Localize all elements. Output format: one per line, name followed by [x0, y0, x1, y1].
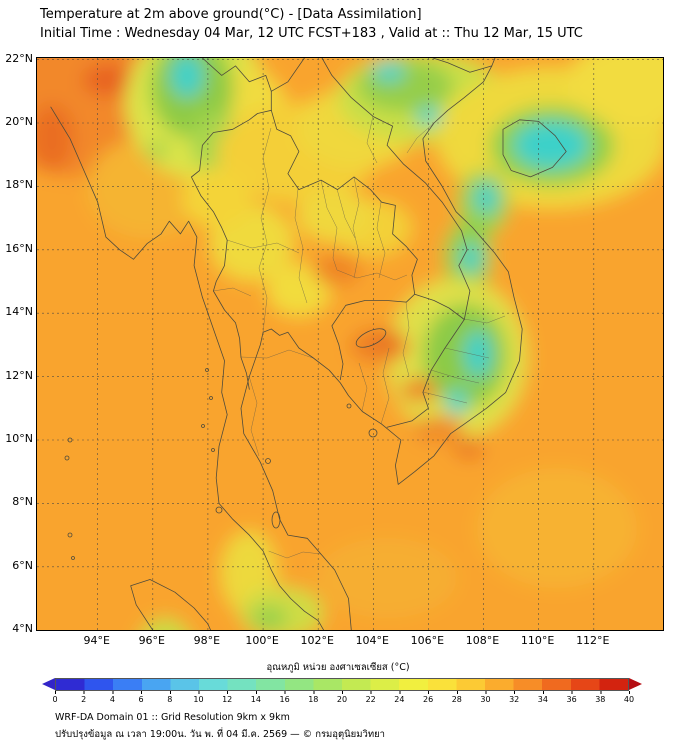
y-axis-tick-label: 20°N [5, 115, 33, 128]
island [215, 506, 223, 514]
colorbar-tick-label: 26 [423, 695, 434, 704]
colorbar-tick-label: 34 [537, 695, 548, 704]
border-thailand-laos-cambodia [270, 109, 418, 381]
x-axis-tick-label: 100°E [245, 634, 279, 647]
x-axis-tick-label: 112°E [576, 634, 610, 647]
island [201, 424, 205, 428]
border-china-vietnam [432, 58, 493, 73]
y-axis-tick-label: 8°N [12, 495, 33, 509]
y-axis-tick-label: 18°N [5, 178, 33, 192]
x-axis-tick-label: 108°E [465, 634, 500, 647]
x-axis-tick-label: 94°E [83, 634, 110, 647]
colorbar-tick-label: 4 [109, 695, 115, 704]
x-axis-tick-label: 104°E [355, 634, 390, 647]
island [346, 403, 352, 409]
border-north-2 [270, 58, 305, 92]
temperature-map [36, 57, 664, 631]
island [64, 455, 70, 461]
colorbar-tick-label: 8 [167, 695, 173, 704]
island [209, 396, 213, 400]
colorbar-tick-label: 6 [138, 695, 144, 704]
island [265, 458, 271, 464]
colorbar-title: อุณหภูมิ หน่วย องศาเซลเซียส (°C) [266, 662, 410, 673]
coastline-east [240, 58, 523, 630]
x-axis-tick-label: 96°E [138, 634, 166, 647]
colorbar-tick-label: 38 [595, 695, 606, 704]
y-axis-tick-label: 16°N [5, 241, 33, 255]
colorbar-tick-label: 0 [52, 695, 58, 704]
colorbar-tick-label: 30 [480, 695, 491, 704]
colorbar-tick-label: 2 [81, 695, 87, 704]
y-axis-tick-label: 22°N [5, 51, 33, 65]
page-subtitle: Initial Time : Wednesday 04 Mar, 12 UTC … [40, 26, 583, 41]
island [67, 437, 73, 443]
grid-lines [37, 58, 663, 630]
x-axis-tick-label: 110°E [520, 634, 555, 647]
colorbar-tick-label: 20 [336, 695, 348, 704]
x-axis-tick-label: 102°E [300, 634, 334, 647]
colorbar-tick-label: 22 [365, 695, 376, 704]
tonle-sap-lake [355, 328, 387, 348]
colorbar-under-arrow [42, 678, 55, 690]
colorbar-tick-label: 36 [566, 695, 577, 704]
page-title: Temperature at 2m above ground(°C) - [Da… [40, 7, 422, 22]
colorbar-tick-label: 24 [394, 695, 405, 704]
island [368, 428, 378, 438]
footer-domain-info: WRF-DA Domain 01 :: Grid Resolution 9km … [55, 712, 290, 723]
colorbar-tick-label: 18 [308, 695, 319, 704]
colorbar [42, 678, 642, 691]
y-axis-tick-label: 10°N [5, 432, 33, 445]
y-axis-tick-label: 4°N [12, 622, 33, 636]
colorbar-tick-label: 12 [222, 695, 233, 704]
coastline-west [50, 106, 325, 630]
temperature-map-svg [37, 58, 663, 630]
x-axis-tick-label: 106°E [410, 634, 445, 647]
colorbar-tick-label: 16 [279, 695, 290, 704]
country-borders [50, 58, 567, 630]
y-axis-tick-label: 12°N [5, 368, 33, 382]
colorbar-over-arrow [629, 678, 642, 690]
colorbar-tick-label: 28 [451, 695, 462, 704]
coastline-hainan [502, 119, 567, 178]
border-myanmar-thailand [191, 109, 272, 390]
colorbar-tick-label: 40 [623, 695, 635, 704]
island [211, 448, 215, 452]
colorbar-gradient [55, 678, 629, 691]
y-axis-tick-label: 14°N [5, 305, 33, 319]
temperature-field [37, 58, 663, 630]
footer-update-info: ปรับปรุงข้อมูล ณ เวลา 19:00น. วัน พ. ที่… [55, 729, 386, 740]
border-laos-vietnam-cambodia [321, 58, 471, 428]
colorbar-tick-label: 10 [193, 695, 204, 704]
x-axis-tick-label: 98°E [193, 634, 221, 647]
colorbar-tick-marks [55, 691, 631, 694]
province-borders [212, 115, 506, 559]
island [205, 368, 209, 372]
coastline-sumatra [130, 579, 211, 630]
border-laos-cambodia [414, 293, 465, 320]
island [71, 556, 75, 560]
colorbar-tick-label: 32 [509, 695, 520, 704]
songkhla-lake [271, 511, 281, 529]
island [67, 532, 73, 538]
y-axis-tick-label: 6°N [12, 558, 33, 572]
colorbar-tick-label: 14 [250, 695, 261, 704]
